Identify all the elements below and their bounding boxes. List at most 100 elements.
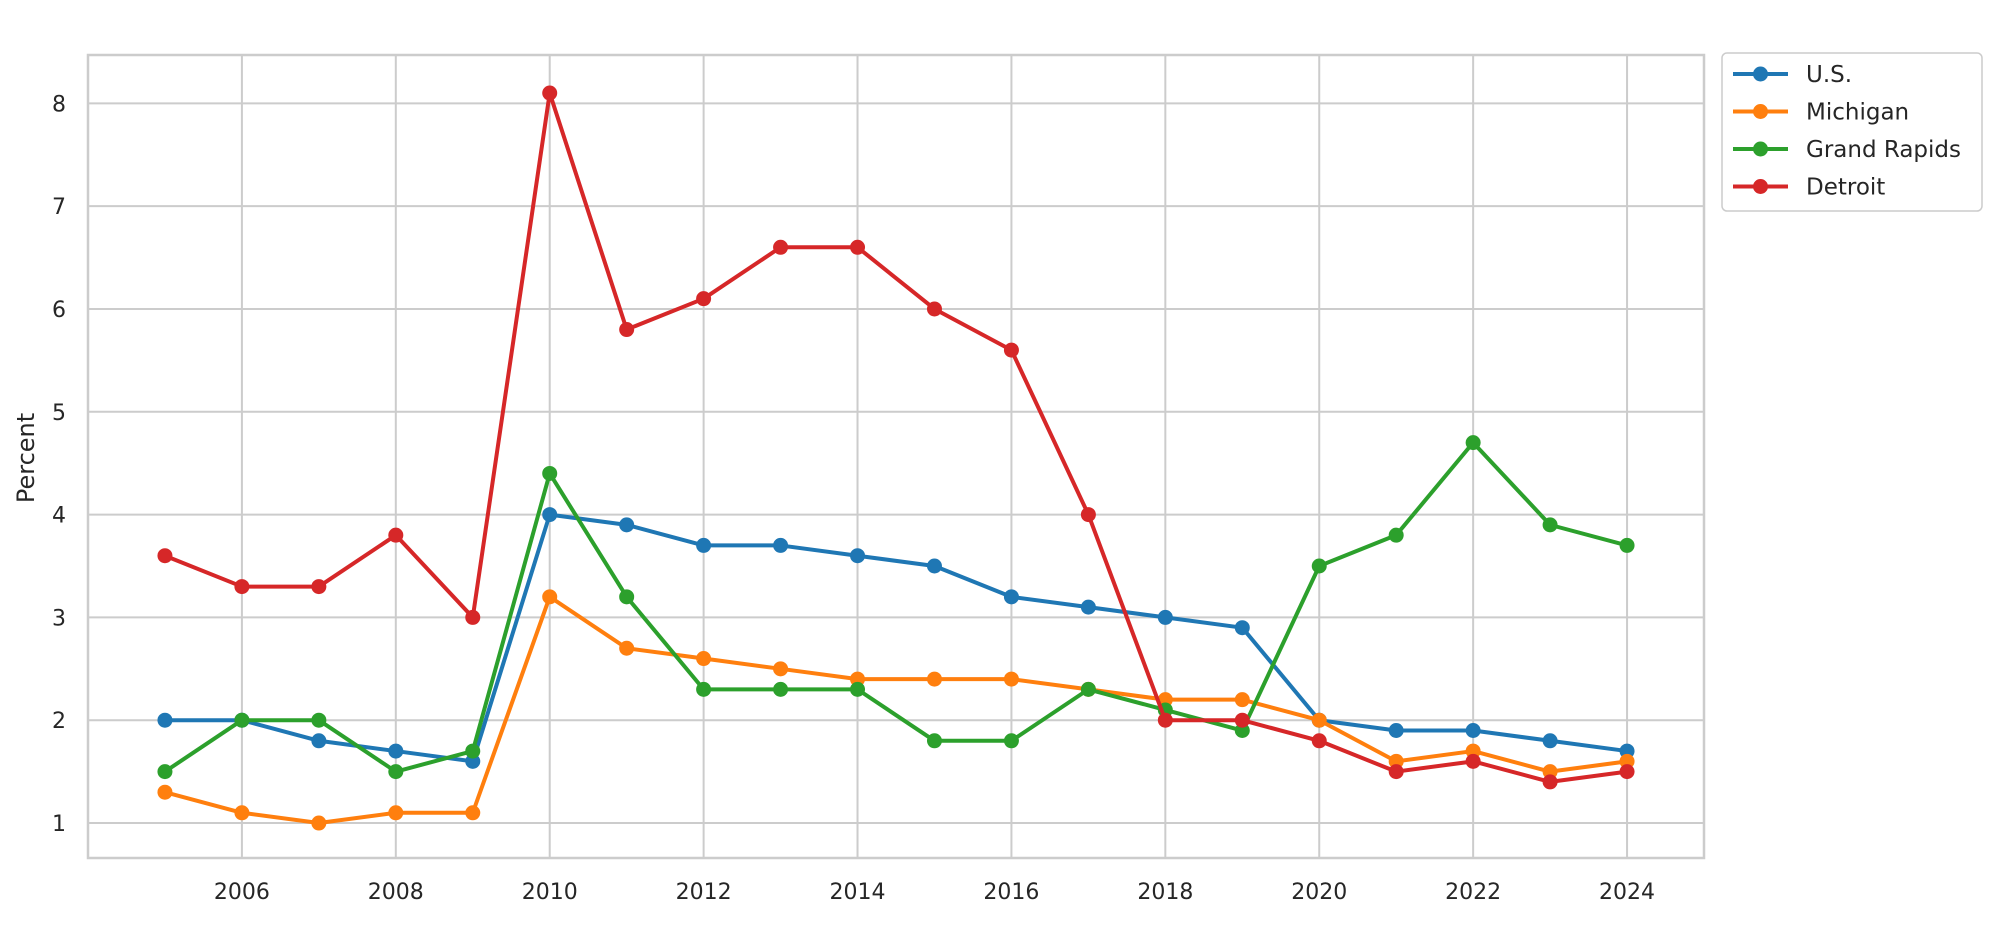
series-layer — [157, 85, 1635, 831]
legend-item-grand-rapids: Grand Rapids — [1733, 137, 1961, 163]
series-line-grand-rapids — [162, 440, 1630, 774]
data-point-grand-rapids — [1465, 435, 1481, 451]
data-point-detroit — [465, 609, 481, 625]
data-point-detroit — [542, 85, 558, 101]
data-point-u-s — [1080, 599, 1096, 615]
data-point-grand-rapids — [1542, 517, 1558, 533]
data-point-detroit — [1465, 753, 1481, 769]
data-point-u-s — [619, 517, 635, 533]
data-point-michigan — [311, 815, 327, 831]
data-point-detroit — [1234, 712, 1250, 728]
x-tick-label: 2008 — [368, 880, 424, 905]
data-point-michigan — [850, 671, 866, 687]
data-point-u-s — [773, 537, 789, 553]
data-point-michigan — [1465, 743, 1481, 759]
data-point-u-s — [157, 712, 173, 728]
data-point-michigan — [1311, 712, 1327, 728]
data-point-u-s — [1003, 589, 1019, 605]
data-point-detroit — [619, 322, 635, 338]
x-tick-label: 2010 — [522, 880, 578, 905]
data-point-grand-rapids — [619, 589, 635, 605]
data-point-u-s — [311, 733, 327, 749]
data-point-u-s — [1619, 743, 1635, 759]
data-point-michigan — [542, 589, 558, 605]
legend-label: Michigan — [1806, 100, 1909, 126]
data-point-detroit — [1388, 764, 1404, 780]
data-point-michigan — [388, 805, 404, 821]
data-point-detroit — [926, 301, 942, 317]
x-tick-label: 2016 — [983, 880, 1039, 905]
data-point-michigan — [1003, 671, 1019, 687]
data-point-michigan — [465, 805, 481, 821]
y-tick-label: 6 — [52, 298, 66, 323]
data-point-grand-rapids — [1003, 733, 1019, 749]
legend-swatch-marker — [1753, 141, 1768, 157]
series-detroit — [157, 85, 1635, 790]
legend-label: Grand Rapids — [1806, 137, 1961, 163]
data-point-detroit — [234, 579, 250, 595]
data-point-detroit — [1619, 764, 1635, 780]
legend-swatch-marker — [1753, 179, 1768, 194]
data-point-detroit — [1003, 342, 1019, 358]
data-point-u-s — [542, 507, 558, 523]
data-point-michigan — [157, 784, 173, 800]
legend-swatch-marker — [1753, 104, 1768, 119]
data-point-u-s — [1234, 620, 1250, 636]
x-tick-label: 2018 — [1137, 880, 1193, 905]
y-axis-ticks: 1 2 3 4 5 6 7 8 — [52, 92, 66, 837]
data-point-grand-rapids — [773, 681, 789, 697]
data-point-grand-rapids — [926, 733, 942, 749]
data-point-grand-rapids — [1388, 527, 1404, 543]
legend-item-u-s: U.S. — [1733, 62, 1852, 88]
x-axis-ticks: 2006 2008 2010 2012 2014 2016 2018 2020 2022 2024 — [214, 880, 1655, 905]
data-point-u-s — [465, 753, 481, 769]
data-point-michigan — [1388, 753, 1404, 769]
data-point-grand-rapids — [850, 681, 866, 697]
y-tick-label: 3 — [52, 606, 66, 631]
y-tick-label: 2 — [52, 709, 66, 734]
data-point-grand-rapids — [1311, 558, 1327, 574]
data-point-detroit — [1080, 507, 1096, 523]
data-point-u-s — [1542, 733, 1558, 749]
data-point-grand-rapids — [1234, 723, 1250, 739]
data-point-michigan — [1157, 692, 1173, 708]
data-point-detroit — [1542, 774, 1558, 790]
grid-lines — [88, 55, 1704, 858]
data-point-u-s — [388, 743, 404, 759]
plot-area-frame — [86, 53, 1706, 860]
legend-label: U.S. — [1806, 62, 1852, 88]
data-point-grand-rapids — [696, 681, 712, 697]
x-tick-label: 2024 — [1599, 880, 1655, 905]
x-tick-label: 2020 — [1291, 880, 1347, 905]
data-point-michigan — [619, 640, 635, 656]
data-point-michigan — [1542, 764, 1558, 780]
data-point-grand-rapids — [1080, 681, 1096, 697]
x-tick-label: 2014 — [830, 880, 886, 905]
data-point-grand-rapids — [388, 764, 404, 780]
y-tick-label: 1 — [52, 812, 66, 837]
data-point-detroit — [388, 527, 404, 543]
y-axis-label: Percent — [12, 413, 40, 503]
data-point-grand-rapids — [234, 712, 250, 728]
y-tick-label: 7 — [52, 195, 66, 220]
data-point-detroit — [157, 548, 173, 564]
legend-item-michigan: Michigan — [1733, 100, 1909, 126]
data-point-grand-rapids — [465, 743, 481, 759]
data-point-detroit — [311, 579, 327, 595]
series-grand-rapids — [157, 435, 1635, 780]
data-point-u-s — [1465, 723, 1481, 739]
data-point-michigan — [696, 651, 712, 667]
data-point-grand-rapids — [311, 712, 327, 728]
data-point-michigan — [773, 661, 789, 677]
data-point-detroit — [1157, 712, 1173, 728]
legend-label: Detroit — [1806, 175, 1885, 201]
data-point-grand-rapids — [542, 465, 558, 481]
data-point-u-s — [696, 537, 712, 553]
data-point-u-s — [1388, 723, 1404, 739]
legend-swatch-marker — [1753, 66, 1768, 82]
legend-item-detroit: Detroit — [1733, 175, 1885, 201]
y-tick-label: 8 — [52, 92, 66, 117]
x-tick-label: 2012 — [676, 880, 732, 905]
x-tick-label: 2006 — [214, 880, 270, 905]
